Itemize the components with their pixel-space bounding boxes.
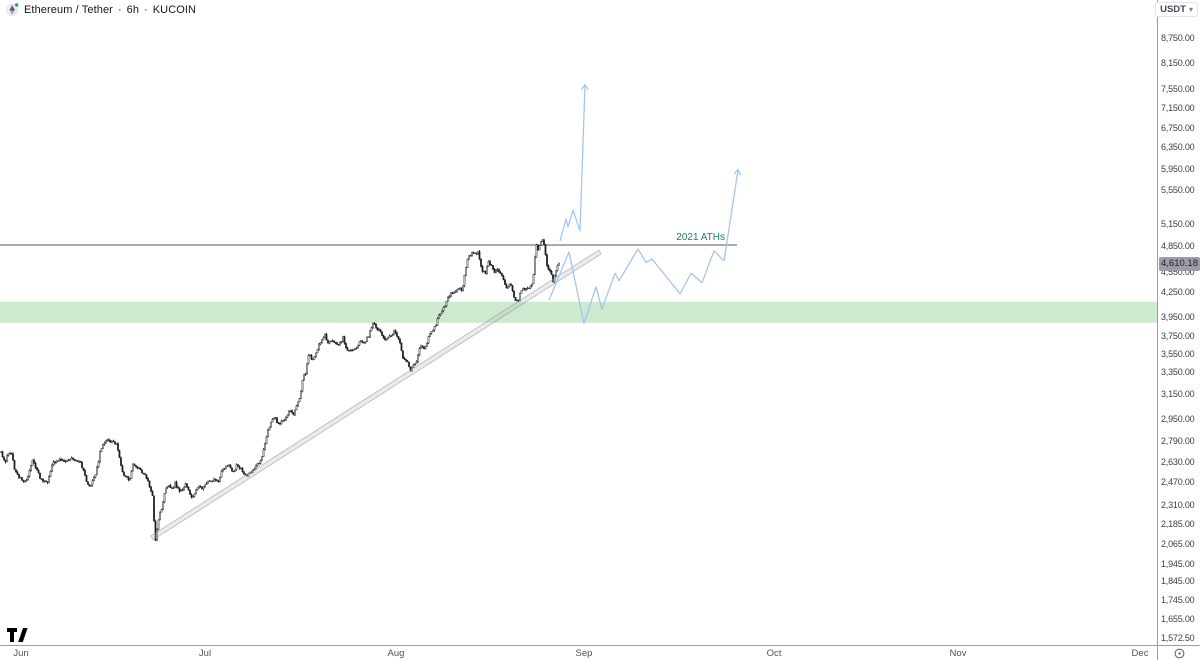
candle-wicks: [0, 238, 560, 542]
ethereum-icon: [6, 3, 19, 16]
trendline-ribbon: [150, 249, 602, 541]
down-candle-bodies: [1, 239, 554, 541]
price-tick: 3,550.00: [1161, 349, 1195, 359]
interval-label[interactable]: 6h: [126, 3, 140, 16]
price-tick: 5,950.00: [1161, 164, 1195, 174]
price-tick: 6,750.00: [1161, 123, 1195, 133]
price-tick: 2,630.00: [1161, 457, 1195, 467]
price-tick: 2,185.00: [1161, 519, 1195, 529]
time-axis[interactable]: Jun Jul Aug Sep Oct Nov Dec: [0, 645, 1157, 660]
price-axis[interactable]: USDT ▾ 4,610.18 8,750.00 8,150.00 7,550.00…: [1155, 0, 1200, 645]
price-tick: 1,845.00: [1161, 576, 1195, 586]
price-tick: 4,550.00: [1161, 267, 1195, 277]
currency-label: USDT: [1160, 4, 1186, 15]
price-tick: 2,310.00: [1161, 500, 1195, 510]
breakout-path[interactable]: [559, 85, 585, 242]
price-tick: 1,655.00: [1161, 614, 1195, 624]
price-tick: 8,150.00: [1161, 58, 1195, 68]
up-candle-bodies: [0, 239, 560, 541]
chart-plot-area[interactable]: 2021 ATHs: [0, 0, 1157, 645]
price-tick: 2,470.00: [1161, 477, 1195, 487]
pullback-then-rally-path[interactable]: [548, 170, 738, 325]
price-tick: 4,850.00: [1161, 241, 1195, 251]
trendline-channel[interactable]: [150, 249, 602, 541]
price-tick: 2,950.00: [1161, 414, 1195, 424]
separator-dot: ·: [144, 3, 148, 16]
price-tick: 1,945.00: [1161, 559, 1195, 569]
symbol-header[interactable]: Ethereum / Tether · 6h · KUCOIN: [6, 3, 196, 16]
price-tick: 1,745.00: [1161, 595, 1195, 605]
price-tick: 5,550.00: [1161, 185, 1195, 195]
candlestick-series: [0, 238, 560, 542]
price-tick: 2,065.00: [1161, 539, 1195, 549]
price-chart-canvas[interactable]: [0, 0, 1157, 645]
price-tick: 3,150.00: [1161, 389, 1195, 399]
time-axis-label-dec: Dec: [1131, 648, 1149, 659]
price-tick: 7,150.00: [1161, 103, 1195, 113]
chevron-down-icon: ▾: [1188, 4, 1193, 14]
price-tick: 3,750.00: [1161, 331, 1195, 341]
price-tick: 7,550.00: [1161, 84, 1195, 94]
tradingview-logo[interactable]: [6, 628, 29, 647]
timezone-clock-icon[interactable]: [1174, 648, 1185, 659]
currency-toggle-button[interactable]: USDT ▾: [1155, 2, 1198, 17]
time-axis-label-oct: Oct: [766, 648, 782, 659]
ath-line-label: 2021 ATHs: [676, 232, 725, 243]
last-price-label: 4,610.18: [1159, 257, 1200, 271]
support-zone-rect: [0, 301, 1157, 323]
price-tick: 3,350.00: [1161, 367, 1195, 377]
axis-corner[interactable]: [1157, 645, 1200, 660]
time-axis-label-nov: Nov: [949, 648, 967, 659]
time-axis-label-aug: Aug: [387, 648, 405, 659]
time-axis-label-jun: Jun: [13, 648, 29, 659]
projection-paths[interactable]: [548, 85, 738, 325]
price-tick: 5,150.00: [1161, 219, 1195, 229]
price-tick: 8,750.00: [1161, 33, 1195, 43]
symbol-title[interactable]: Ethereum / Tether: [24, 3, 113, 16]
price-tick: 6,350.00: [1161, 142, 1195, 152]
price-tick: 1,572.50: [1161, 633, 1195, 643]
price-tick: 2,790.00: [1161, 436, 1195, 446]
exchange-label: KUCOIN: [152, 3, 197, 16]
separator-dot: ·: [117, 3, 122, 16]
price-tick: 3,950.00: [1161, 312, 1195, 322]
time-axis-label-jul: Jul: [198, 648, 212, 659]
price-tick: 4,250.00: [1161, 287, 1195, 297]
time-axis-label-sep: Sep: [575, 648, 593, 659]
support-zone[interactable]: [0, 301, 1157, 323]
